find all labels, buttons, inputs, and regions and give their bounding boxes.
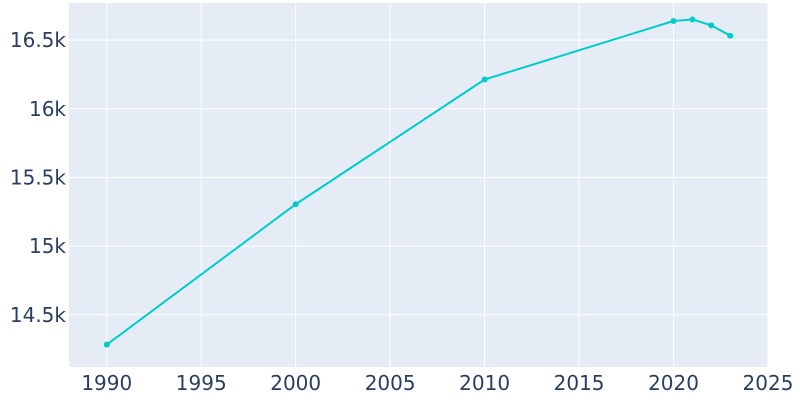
data-point [689, 16, 696, 23]
data-point [708, 22, 715, 29]
y-gridlines [69, 39, 768, 316]
x-tick-label: 2000 [270, 371, 321, 395]
series-points [103, 16, 734, 348]
data-point [727, 32, 734, 39]
data-point [292, 201, 299, 208]
y-tick-label: 15k [29, 234, 66, 258]
x-tick-label: 2010 [459, 371, 510, 395]
y-tick-label: 16k [29, 97, 66, 121]
y-axis-tick-labels: 14.5k 15k 15.5k 16k 16.5k [10, 28, 67, 327]
x-tick-label: 2015 [554, 371, 605, 395]
x-tick-label: 1990 [81, 371, 132, 395]
x-tick-label: 1995 [176, 371, 227, 395]
y-tick-label: 16.5k [10, 28, 67, 52]
data-point [670, 17, 677, 24]
y-tick-label: 15.5k [10, 165, 67, 189]
x-axis-tick-labels: 1990 1995 2000 2005 2010 2015 2020 2025 [81, 371, 793, 395]
x-tick-label: 2005 [365, 371, 416, 395]
y-tick-label: 14.5k [10, 303, 67, 327]
x-gridlines [106, 3, 769, 367]
x-tick-label: 2025 [743, 371, 794, 395]
plot-background [69, 3, 768, 367]
data-point [481, 76, 488, 83]
x-tick-label: 2020 [648, 371, 699, 395]
data-point [103, 341, 110, 348]
